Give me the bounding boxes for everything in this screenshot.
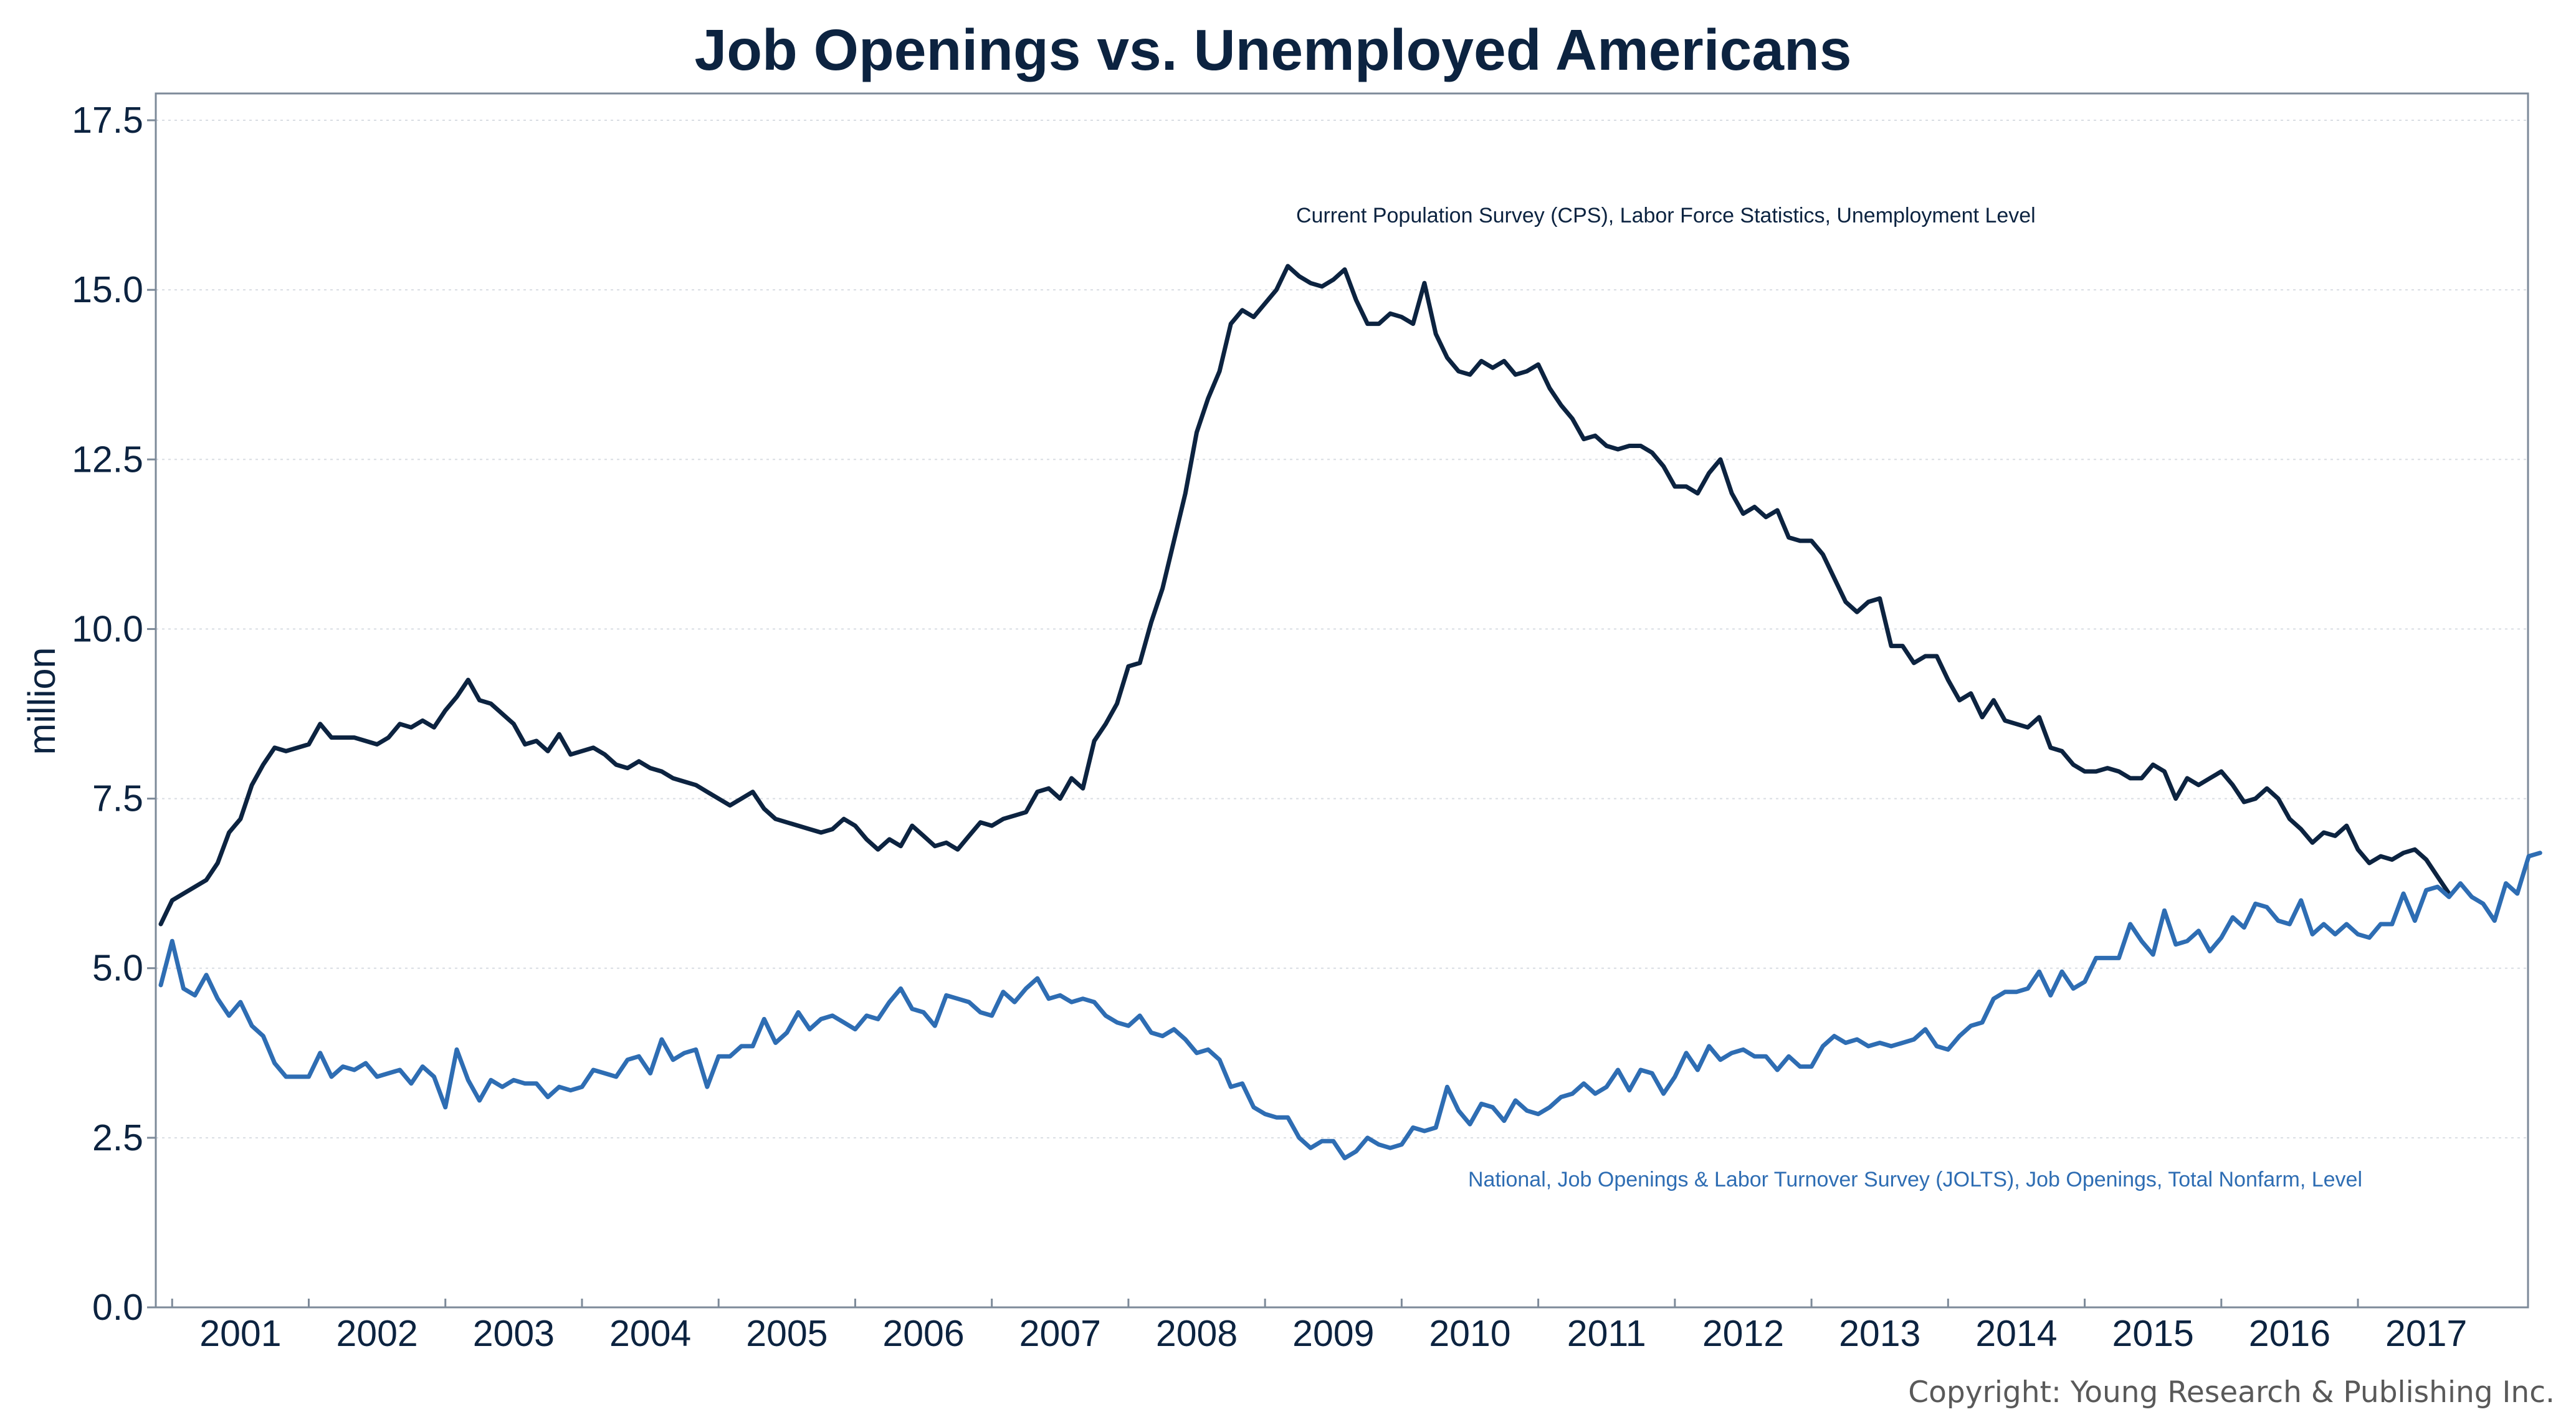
gridlines [156,120,2528,1138]
chart-title: Job Openings vs. Unemployed Americans [694,17,1851,82]
y-axis-ticks: 0.0 2.5 5.0 7.5 10.0 12.5 15.0 17.5 [72,100,156,1328]
y-axis-label: million [21,647,63,755]
copyright-text: Copyright: Young Research & Publishing I… [1908,1375,2555,1410]
plot-area-frame [155,92,2529,1309]
x-axis-ticks: 2001 2002 2003 2004 2005 2006 2007 2008 2009 2010… [171,1299,2467,1354]
y-tick-label: 0.0 [92,1287,143,1328]
x-tick-label: 2016 [2249,1313,2330,1354]
x-tick-label: 2003 [473,1313,555,1354]
x-tick-label: 2001 [199,1313,281,1354]
x-tick-label: 2002 [336,1313,417,1354]
x-tick-label: 2015 [2112,1313,2194,1354]
y-tick-label: 7.5 [92,778,143,819]
y-tick-label: 10.0 [72,608,143,649]
x-tick-label: 2009 [1292,1313,1374,1354]
y-tick-label: 12.5 [72,439,143,480]
y-tick-label: 2.5 [92,1117,143,1158]
annotation-job-openings-series: National, Job Openings & Labor Turnover … [1468,1168,2362,1191]
x-tick-label: 2011 [1567,1313,1646,1354]
series-lines [158,264,2542,1160]
x-tick-label: 2010 [1429,1313,1510,1354]
x-tick-label: 2012 [1702,1313,1784,1354]
series-line-unemployment-level [158,264,2451,927]
y-tick-label: 5.0 [92,948,143,989]
x-tick-label: 2005 [746,1313,828,1354]
x-tick-label: 2007 [1019,1313,1101,1354]
x-tick-label: 2008 [1156,1313,1238,1354]
x-tick-label: 2013 [1839,1313,1920,1354]
y-tick-label: 17.5 [72,100,143,141]
x-tick-label: 2004 [609,1313,691,1354]
x-tick-label: 2017 [2385,1313,2467,1354]
x-tick-label: 2006 [882,1313,964,1354]
y-tick-label: 15.0 [72,269,143,310]
x-tick-label: 2014 [1975,1313,2057,1354]
annotation-unemployment-series: Current Population Survey (CPS), Labor F… [1296,204,2036,227]
series-line-job-openings [158,851,2542,1160]
